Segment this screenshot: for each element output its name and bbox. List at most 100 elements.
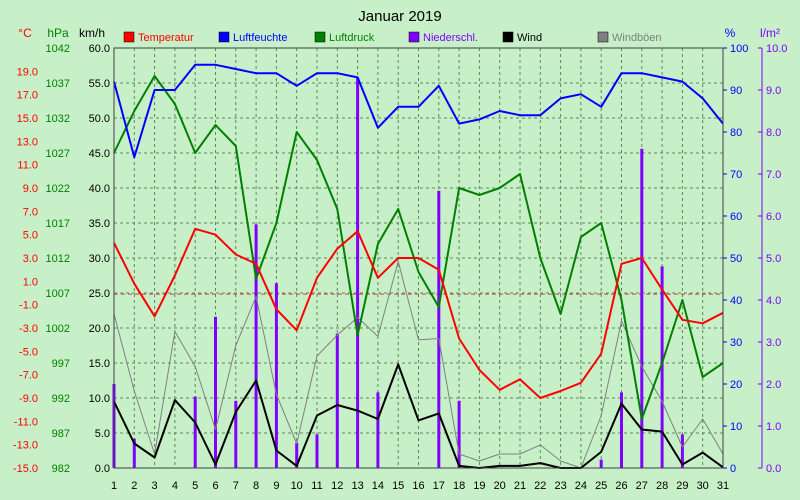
temperature-tick-label: 11.0 — [17, 160, 38, 172]
x-tick-label: 23 — [554, 480, 566, 492]
legend: Temperatur Luftfeuchte Luftdruck Niederschl… — [123, 31, 662, 44]
precipitation-bar — [234, 400, 238, 468]
wind-tick-label: 50.0 — [89, 113, 110, 125]
series-lines — [113, 63, 724, 469]
x-tick-label: 1 — [111, 480, 117, 492]
x-tick-label: 15 — [392, 480, 404, 492]
pressure-tick-label: 1002 — [46, 323, 70, 335]
x-tick-label: 14 — [372, 480, 384, 492]
temperature-tick-label: -5.0 — [19, 346, 38, 358]
precipitation-bar — [274, 283, 278, 468]
x-tick-label: 16 — [412, 480, 424, 492]
temperature-tick-label: 17.0 — [17, 90, 38, 102]
legend-swatch-pressure — [314, 31, 326, 43]
humidity-tick-label: 40 — [730, 295, 742, 307]
wind-tick-label: 40.0 — [89, 183, 110, 195]
x-tick-label: 10 — [291, 480, 303, 492]
x-tick-label: 8 — [253, 480, 259, 492]
x-tick-label: 3 — [152, 480, 158, 492]
humidity-line — [113, 63, 724, 159]
wind-tick-label: 45.0 — [89, 148, 110, 160]
x-tick-label: 25 — [595, 480, 607, 492]
axis-labels: 19.0 17.0 15.0 1 3.0 11.0 9.0 7.0 5.0 3.0 1.0 -1.0 -… — [13, 43, 788, 492]
legend-label-precipitation: Niederschl. — [423, 32, 478, 44]
pressure-tick-label: 997 — [52, 358, 70, 370]
legend-swatch-temperature — [123, 31, 135, 43]
x-tick-label: 4 — [172, 480, 178, 492]
x-tick-label: 13 — [351, 480, 363, 492]
pressure-tick-label: 1012 — [46, 253, 70, 265]
humidity-tick-label: 80 — [730, 127, 742, 139]
humidity-tick-label: 30 — [730, 337, 742, 349]
pressure-tick-label: 987 — [52, 428, 70, 440]
precipitation-axis-unit: l/m² — [760, 26, 780, 40]
x-tick-label: 30 — [697, 480, 709, 492]
precipitation-bar — [457, 400, 461, 468]
legend-swatch-precipitation — [408, 31, 420, 43]
x-tick-label: 24 — [575, 480, 587, 492]
precipitation-tick-label: 4.0 — [766, 295, 781, 307]
precipitation-bar — [214, 316, 217, 468]
precipitation-tick-label: 2.0 — [766, 379, 781, 391]
temperature-tick-label: -9.0 — [19, 393, 38, 405]
precipitation-tick-label: 0.0 — [766, 463, 781, 475]
x-tick-label: 11 — [311, 480, 322, 492]
precipitation-bar — [254, 224, 258, 468]
x-tick-label: 12 — [331, 480, 343, 492]
temperature-tick-label: -7.0 — [19, 370, 38, 382]
legend-label-gusts: Windböen — [612, 32, 662, 44]
precipitation-tick-label: 3.0 — [766, 337, 781, 349]
legend-label-humidity: Luftfeuchte — [233, 32, 287, 44]
precipitation-bar — [680, 434, 684, 468]
x-tick-label: 22 — [534, 480, 546, 492]
precipitation-tick-label: 8.0 — [766, 127, 781, 139]
temperature-tick-label: 1.0 — [23, 276, 38, 288]
humidity-tick-label: 100 — [730, 43, 748, 55]
humidity-axis-unit: % — [725, 26, 736, 40]
temperature-line — [113, 227, 724, 399]
x-tick-label: 9 — [273, 480, 279, 492]
gusts-line — [113, 261, 724, 469]
precipitation-tick-label: 1.0 — [766, 421, 781, 433]
temperature-tick-label: -11.0 — [14, 416, 38, 428]
humidity-tick-label: 70 — [730, 169, 742, 181]
wind-tick-label: 15.0 — [89, 358, 110, 370]
precipitation-bar — [295, 442, 299, 468]
x-tick-label: 19 — [473, 480, 485, 492]
temperature-tick-label: -13.0 — [13, 440, 38, 452]
temperature-tick-label: 19.0 — [17, 66, 38, 78]
wind-tick-label: 25.0 — [89, 288, 110, 300]
precipitation-bar — [437, 190, 441, 469]
pressure-tick-label: 1007 — [46, 288, 70, 300]
humidity-tick-label: 10 — [730, 421, 742, 433]
x-tick-label: 17 — [433, 480, 445, 492]
wind-tick-label: 60.0 — [89, 43, 110, 55]
pressure-tick-label: 1022 — [46, 183, 70, 195]
legend-label-wind: Wind — [517, 32, 542, 44]
precipitation-tick-label: 9.0 — [766, 85, 781, 97]
pressure-tick-label: 1017 — [46, 218, 70, 230]
x-tick-label: 2 — [131, 480, 137, 492]
wind-tick-label: 30.0 — [89, 253, 110, 265]
temperature-tick-label: 7.0 — [23, 206, 38, 218]
x-tick-label: 21 — [514, 480, 526, 492]
temperature-tick-label: 3.0 — [23, 253, 38, 265]
humidity-tick-label: 60 — [730, 211, 742, 223]
pressure-tick-label: 1042 — [46, 43, 70, 55]
precipitation-bar — [193, 396, 197, 468]
legend-swatch-gusts — [597, 31, 609, 43]
pressure-axis-unit: hPa — [47, 26, 69, 40]
precipitation-tick-label: 5.0 — [766, 253, 781, 265]
chart-title: Januar 2019 — [358, 8, 441, 25]
temperature-tick-label: 15.0 — [17, 113, 38, 125]
legend-label-pressure: Luftdruck — [329, 32, 375, 44]
temperature-tick-label: -1.0 — [19, 300, 38, 312]
humidity-tick-label: 20 — [730, 379, 742, 391]
precipitation-bar — [376, 392, 380, 468]
temperature-tick-label: 9.0 — [23, 183, 38, 195]
pressure-line — [113, 75, 724, 420]
wind-tick-label: 20.0 — [89, 323, 110, 335]
pressure-tick-label: 1037 — [46, 78, 70, 90]
wind-tick-label: 5.0 — [95, 428, 110, 440]
